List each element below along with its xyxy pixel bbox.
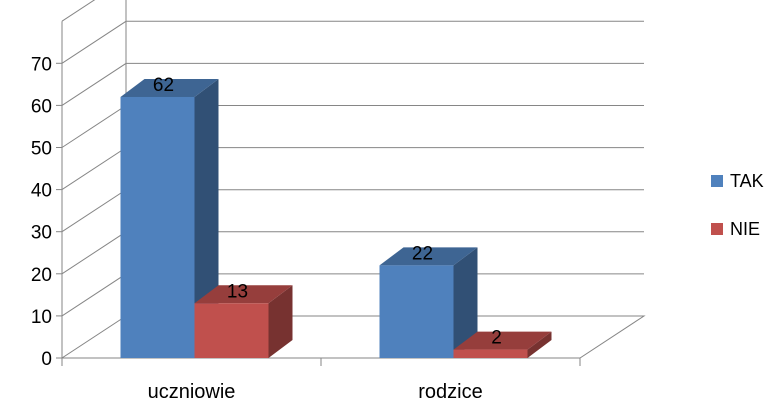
bar-side-face — [194, 78, 219, 358]
x-tick-label-uczniowie: uczniowie — [148, 381, 236, 403]
bar-top-face — [194, 285, 293, 304]
y-tick-label: 30 — [31, 223, 52, 244]
legend: TAK NIE — [711, 171, 764, 239]
y-tick-label: 70 — [31, 54, 52, 75]
bar-side-face — [453, 247, 478, 358]
gridline-70 — [61, 20, 644, 64]
bar-top-face — [379, 247, 478, 266]
bar-tak-rodzice — [379, 247, 478, 358]
y-tick-label: 50 — [31, 139, 52, 160]
bar-nie-uczniowie — [194, 285, 293, 358]
y-tick-label: 40 — [31, 181, 52, 202]
data-label-nie-rodzice: 2 — [491, 328, 502, 349]
bar-front-face — [379, 265, 454, 358]
bar-side-face — [268, 285, 293, 358]
gridline-60 — [61, 62, 644, 106]
y-axis: 0 10 20 30 40 50 60 70 — [31, 54, 62, 370]
y-tick-label: 10 — [31, 307, 52, 328]
bar-side-face — [527, 331, 552, 358]
legend-swatch — [711, 223, 723, 235]
x-axis: uczniowie rodzice — [61, 358, 581, 403]
legend-item-nie: NIE — [711, 219, 760, 239]
y-tick-label: 60 — [31, 96, 52, 117]
bar-top-face — [120, 78, 219, 97]
bars — [120, 78, 552, 358]
data-label-tak-uczniowie: 62 — [153, 75, 174, 96]
y-tick-label: 20 — [31, 265, 52, 286]
bar-front-face — [453, 349, 528, 358]
legend-label: TAK — [730, 171, 764, 191]
legend-label: NIE — [730, 219, 760, 239]
bar-front-face — [194, 303, 269, 358]
legend-swatch — [711, 175, 723, 187]
legend-item-tak: TAK — [711, 171, 764, 191]
data-label-tak-rodzice: 22 — [412, 243, 433, 264]
side-wall-top-edge — [61, 0, 96, 22]
bar-top-face — [453, 331, 552, 350]
data-label-nie-uczniowie: 13 — [227, 281, 248, 302]
bar-tak-uczniowie — [120, 78, 219, 358]
y-tick-label: 0 — [41, 349, 52, 370]
x-tick-label-rodzice: rodzice — [418, 381, 482, 403]
bar-front-face — [120, 96, 195, 358]
bar-nie-rodzice — [453, 331, 552, 358]
